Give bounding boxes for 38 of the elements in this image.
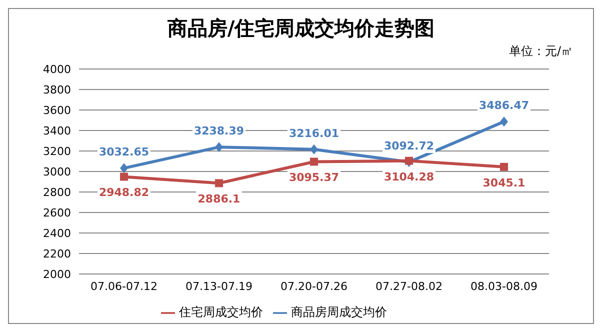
data-label: 3216.01 (288, 126, 340, 140)
y-tick-label: 3600 (43, 104, 71, 117)
x-tick-label: 07.20-07.26 (280, 280, 348, 293)
data-label: 2948.82 (98, 186, 150, 200)
data-label: 3032.65 (98, 146, 150, 159)
y-tick-label: 2800 (43, 186, 71, 199)
y-tick-label: 4000 (43, 62, 71, 76)
data-label: 3092.72 (384, 139, 434, 152)
x-tick-label: 07.27-08.02 (376, 280, 442, 293)
data-label: 3104.28 (384, 170, 434, 184)
legend-label: 住宅周成交均价 (179, 305, 263, 319)
point (215, 142, 223, 152)
chart-subtitle: 单位：元/㎡ (508, 43, 573, 60)
x-tick-label: 07.06-07.12 (90, 280, 158, 293)
point (120, 163, 128, 174)
y-tick-label: 2000 (43, 268, 71, 281)
data-label: 3095.37 (288, 171, 340, 184)
x-tick-label: 08.03-08.09 (470, 280, 538, 293)
data-label: 3045.1 (482, 176, 526, 190)
data-label: 2886.1 (198, 192, 240, 206)
x-tick-label: 07.13-07.19 (186, 280, 252, 293)
chart-title: 商品房/住宅周成交均价走势图 (166, 15, 436, 42)
y-tick-label: 3400 (43, 124, 71, 138)
data-label: 3238.39 (194, 124, 244, 138)
point (310, 144, 318, 154)
y-tick-label: 3800 (43, 83, 71, 96)
y-tick-label: 2200 (43, 247, 71, 260)
y-tick-label: 3200 (43, 144, 71, 158)
y-tick-label: 3000 (43, 165, 71, 178)
y-tick-label: 2400 (43, 226, 71, 240)
legend-label: 商品房周成交均价 (291, 305, 387, 319)
point (120, 172, 128, 181)
point (310, 158, 318, 166)
data-label: 3486.47 (478, 99, 530, 112)
point (500, 116, 508, 127)
y-tick-label: 2600 (43, 206, 71, 220)
point (215, 179, 223, 188)
point (500, 162, 508, 171)
